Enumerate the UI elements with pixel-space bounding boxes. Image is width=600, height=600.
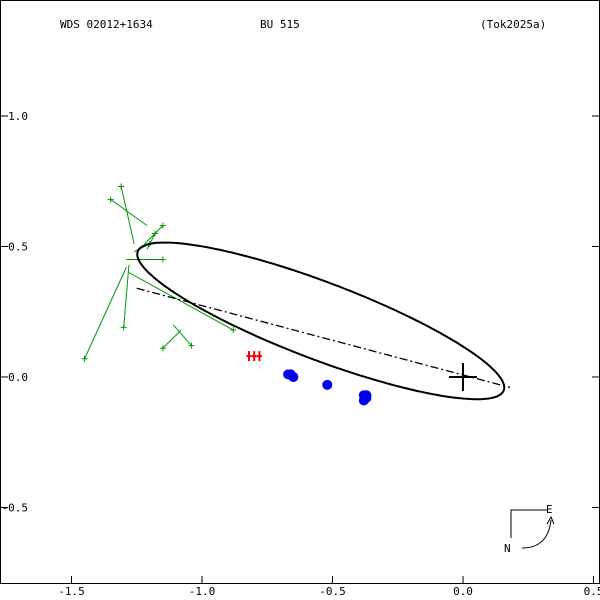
micrometer-observations	[81, 183, 237, 362]
discoverer-label: BU 515	[260, 18, 300, 31]
plot-frame	[0, 0, 600, 584]
x-tick-label: -1.5	[58, 585, 85, 598]
speckle-point	[322, 379, 333, 390]
first-observation-mark	[246, 351, 252, 362]
micrometer-point	[81, 355, 88, 362]
residual-line	[162, 329, 182, 349]
micrometer-point	[159, 222, 166, 229]
primary-star-marker	[449, 363, 477, 391]
x-tick-label: -1.0	[189, 585, 216, 598]
micrometer-point	[188, 342, 195, 349]
y-tick-label: 1.0	[8, 110, 28, 123]
x-tick-label: -0.5	[319, 585, 346, 598]
first-observation-mark	[251, 351, 257, 362]
compass-north-label: N	[504, 542, 511, 555]
speckle-point	[288, 372, 299, 382]
micrometer-point	[159, 345, 166, 352]
micrometer-point	[118, 183, 125, 190]
residual-line	[84, 267, 127, 359]
reference-label: (Tok2025a)	[480, 18, 546, 31]
residual-line	[123, 264, 130, 328]
first-observation-marks	[246, 351, 262, 362]
compass-arc-arrow	[521, 519, 552, 549]
y-tick-label: -0.5	[2, 502, 29, 515]
primary-star-cross	[449, 363, 477, 391]
x-axis-ticks: -1.5 -1.0 -0.5 0.0 0.5	[58, 576, 600, 598]
x-tick-label: 0.5	[584, 585, 600, 598]
speckle-observations	[283, 369, 372, 406]
compass-east-label: E	[546, 503, 553, 516]
residual-line	[120, 186, 135, 245]
orbit-layer	[136, 241, 511, 401]
compass-rose: E N	[504, 503, 555, 555]
micrometer-point	[120, 324, 127, 331]
compass-axes	[510, 509, 548, 538]
residual-line	[128, 272, 234, 331]
residual-line	[144, 225, 164, 245]
x-tick-label: 0.0	[453, 585, 473, 598]
residual-line	[172, 324, 192, 347]
speckle-point	[361, 390, 372, 401]
first-observation-mark	[256, 351, 262, 362]
line-of-nodes	[136, 287, 511, 389]
micrometer-point	[107, 196, 114, 203]
residual-line	[146, 233, 156, 250]
orbit-ellipse	[136, 241, 506, 401]
compass-arrowhead-icon	[546, 515, 555, 525]
wds-id-label: WDS 02012+1634	[60, 18, 153, 31]
micrometer-point	[159, 256, 166, 263]
y-tick-label: 0.5	[8, 241, 28, 254]
residual-line	[110, 199, 148, 227]
y-axis-ticks: 1.0 0.5 0.0 -0.5	[0, 110, 600, 515]
y-tick-label: 0.0	[8, 371, 28, 384]
micrometer-point	[230, 327, 237, 334]
